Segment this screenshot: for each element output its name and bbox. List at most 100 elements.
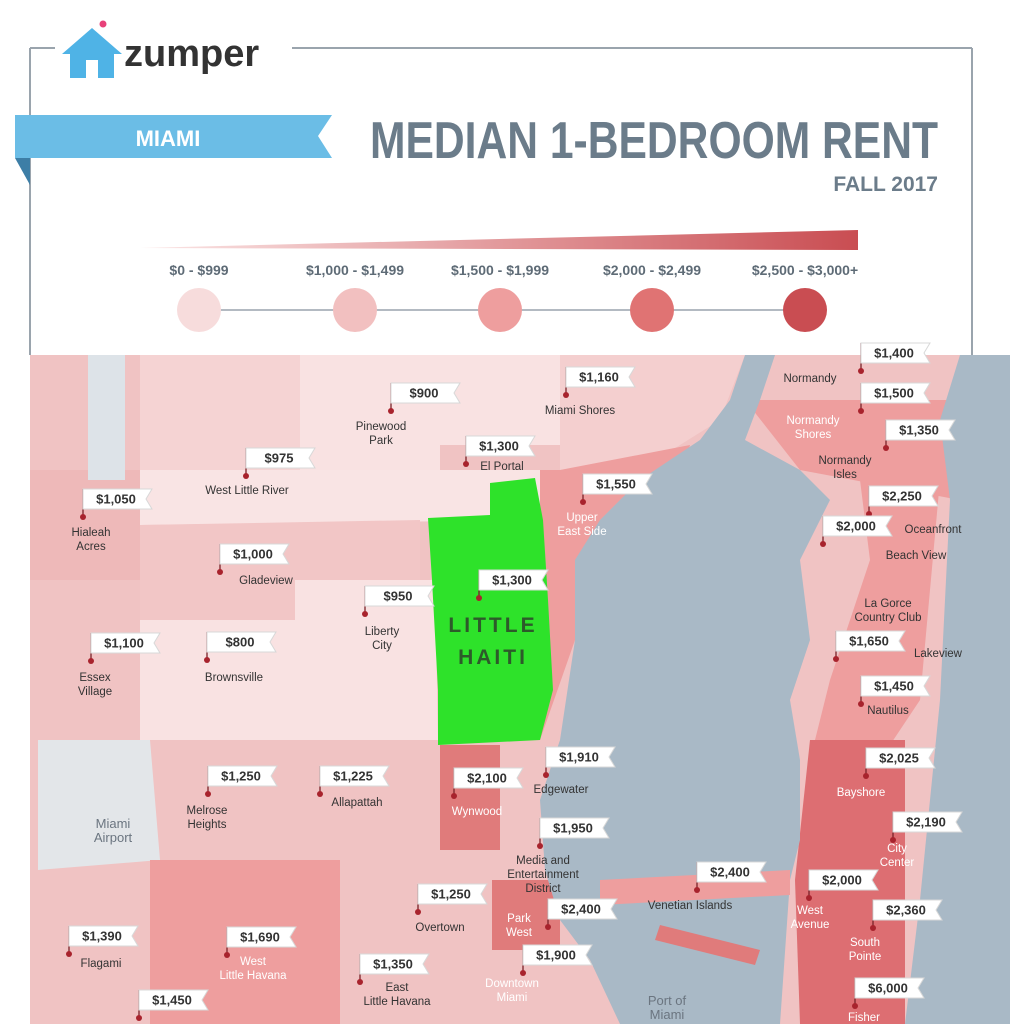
price-flag — [868, 485, 939, 507]
flag-pin — [833, 656, 839, 662]
price-label: $2,000 — [822, 872, 862, 887]
neighborhood-name: La Gorce — [864, 598, 911, 610]
neighborhood-name: Fisher — [848, 1012, 880, 1024]
price-flag — [872, 899, 943, 921]
price-flag — [860, 342, 931, 364]
price-label: $1,450 — [152, 992, 192, 1007]
price-label: $1,160 — [579, 369, 619, 384]
price-label: $2,360 — [886, 902, 926, 917]
price-label: $1,350 — [373, 956, 413, 971]
price-label: $1,900 — [536, 947, 576, 962]
neighborhood-name: Little Havana — [363, 996, 431, 1008]
title: MEDIAN 1-BEDROOM RENT — [370, 112, 938, 170]
price-flag — [90, 632, 161, 654]
price-flag — [545, 746, 616, 768]
flag-pin — [204, 657, 210, 663]
highlight-label: LITTLE — [448, 614, 537, 637]
price-flag — [207, 765, 278, 787]
neighborhood-name: Beach View — [886, 550, 947, 562]
flag-pin — [476, 595, 482, 601]
neighborhood-name: Miami — [96, 816, 131, 831]
flag-pin — [317, 791, 323, 797]
flag-pin — [224, 952, 230, 958]
price-flag — [892, 811, 963, 833]
neighborhood-name: Avenue — [791, 919, 830, 931]
flag-pin — [66, 951, 72, 957]
price-flag — [219, 543, 290, 565]
price-label: $6,000 — [868, 980, 908, 995]
neighborhood-name: Heights — [188, 819, 227, 831]
brand: zumper — [124, 33, 259, 75]
price-flag — [835, 630, 906, 652]
price-label: $1,400 — [874, 345, 914, 360]
price-label: $1,690 — [240, 929, 280, 944]
neighborhood-name: Lakeview — [914, 648, 963, 660]
price-label: $1,225 — [333, 768, 373, 783]
neighborhood-name: Media and — [516, 855, 570, 867]
neighborhood-name: City — [372, 640, 392, 652]
flag-pin — [580, 499, 586, 505]
flag-pin — [545, 924, 551, 930]
price-label: $1,300 — [479, 438, 519, 453]
price-label: $1,300 — [492, 572, 532, 587]
neighborhood-name: Nautilus — [867, 705, 909, 717]
price-label: $1,950 — [553, 820, 593, 835]
neighborhood-name: Little Havana — [219, 970, 287, 982]
neighborhood-name: Isles — [833, 469, 857, 481]
flag-pin — [858, 408, 864, 414]
flag-pin — [205, 791, 211, 797]
price-flag — [465, 435, 536, 457]
flag-pin — [883, 445, 889, 451]
highlight-label: HAITI — [458, 646, 528, 669]
price-label: $950 — [384, 588, 413, 603]
neighborhood-name: Edgewater — [534, 784, 589, 796]
neighborhood-name: Melrose — [187, 805, 228, 817]
flag-pin — [806, 895, 812, 901]
neighborhood-name: Village — [78, 686, 112, 698]
price-label: $2,400 — [710, 864, 750, 879]
price-label: $2,190 — [906, 814, 946, 829]
neighborhood-name: West Little River — [205, 485, 289, 497]
neighborhood-name: Port of — [648, 993, 687, 1008]
price-flag — [522, 944, 593, 966]
map — [30, 355, 1010, 1024]
price-label: $1,550 — [596, 476, 636, 491]
neighborhood-name: Wynwood — [452, 806, 502, 818]
neighborhood-name: Park — [369, 435, 393, 447]
price-flag — [860, 382, 931, 404]
flag-pin — [80, 514, 86, 520]
price-flag — [359, 953, 430, 975]
price-label: $1,250 — [221, 768, 261, 783]
flag-pin — [543, 772, 549, 778]
flag-pin — [863, 773, 869, 779]
flag-pin — [870, 925, 876, 931]
price-label: $1,250 — [431, 886, 471, 901]
price-flag — [364, 585, 435, 607]
neighborhood-name: Normandy — [818, 455, 871, 467]
flag-pin — [520, 970, 526, 976]
flag-pin — [858, 701, 864, 707]
flag-pin — [852, 1003, 858, 1009]
price-label: $1,500 — [874, 385, 914, 400]
price-label: $2,250 — [882, 488, 922, 503]
neighborhood-name: Oceanfront — [905, 524, 963, 536]
price-label: $1,910 — [559, 749, 599, 764]
flag-pin — [694, 887, 700, 893]
flag-pin — [820, 541, 826, 547]
neighborhood-name: Hialeah — [72, 527, 111, 539]
neighborhood-name: Country Club — [854, 612, 921, 624]
neighborhood-name: Downtown — [485, 978, 539, 990]
price-flag — [860, 675, 931, 697]
price-label: $1,100 — [104, 635, 144, 650]
price-flag — [582, 473, 653, 495]
flag-pin — [362, 611, 368, 617]
price-flag — [82, 488, 153, 510]
legend: $0 - $999 $1,000 - $1,499 $1,500 - $1,999 $… — [169, 262, 858, 332]
neighborhood-name: El Portal — [480, 461, 523, 473]
legend-swatch — [333, 288, 377, 332]
legend-swatch — [478, 288, 522, 332]
neighborhood-name: South — [850, 937, 880, 949]
neighborhood-name: Center — [880, 857, 915, 869]
flag-pin — [88, 658, 94, 664]
neighborhood-name: Park — [507, 913, 531, 925]
